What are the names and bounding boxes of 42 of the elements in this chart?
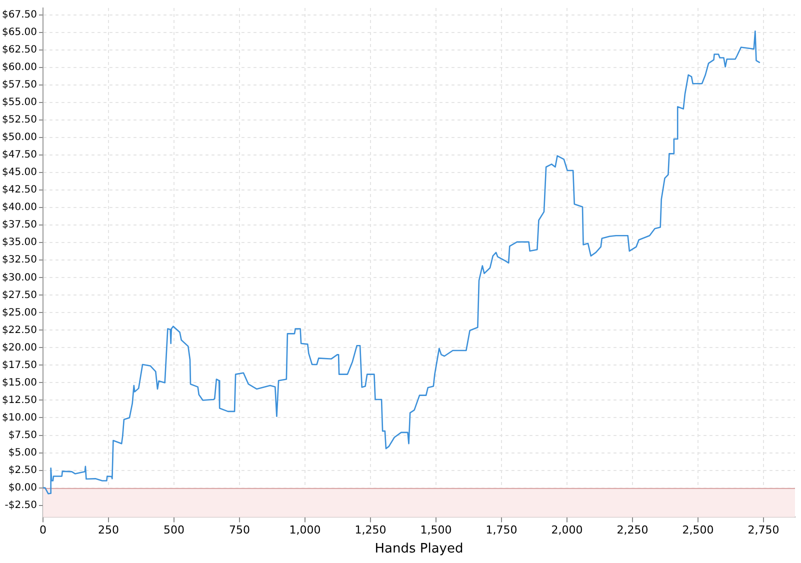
y-tick-label: $57.50 xyxy=(2,80,37,91)
x-tick-label: 2,250 xyxy=(616,524,648,537)
y-tick-label: $42.50 xyxy=(2,184,37,196)
y-tick-label: $50.00 xyxy=(2,132,37,144)
x-tick-label: 1,000 xyxy=(289,524,321,537)
y-tick-label: $10.00 xyxy=(2,412,37,424)
y-tick-label: $32.50 xyxy=(2,254,37,266)
y-tick-label: $25.00 xyxy=(2,307,37,318)
x-tick-label: 250 xyxy=(98,524,119,537)
y-tick-label: $37.50 xyxy=(2,220,37,231)
y-tick-label: $30.00 xyxy=(2,272,37,284)
y-tick-label: $15.00 xyxy=(2,377,37,388)
x-tick-label: 1,750 xyxy=(486,524,518,537)
y-tick-label: $55.00 xyxy=(2,97,37,108)
y-tick-label: $60.00 xyxy=(2,62,37,74)
x-tick-label: 750 xyxy=(229,524,250,537)
x-tick-label: 2,750 xyxy=(748,524,780,537)
y-tick-label: $27.50 xyxy=(2,290,37,301)
y-tick-label: $47.50 xyxy=(2,150,37,161)
y-tick-label: $52.50 xyxy=(2,114,37,126)
x-tick-label: 500 xyxy=(164,524,184,537)
x-axis-title: Hands Played xyxy=(374,542,464,557)
x-tick-label: 0 xyxy=(39,524,46,537)
x-tick-label: 1,250 xyxy=(354,524,386,537)
y-tick-label: $40.00 xyxy=(2,202,37,214)
y-tick-label: $22.50 xyxy=(2,324,37,336)
y-tick-label: $67.50 xyxy=(2,10,37,21)
y-tick-label: $7.50 xyxy=(8,430,37,441)
y-tick-label: $35.00 xyxy=(2,237,37,248)
y-tick-label: $62.50 xyxy=(2,44,37,56)
x-tick-label: 1,500 xyxy=(420,524,452,537)
y-tick-label: $17.50 xyxy=(2,360,37,371)
y-tick-label: $5.00 xyxy=(8,447,37,458)
x-tick-label: 2,000 xyxy=(551,524,583,537)
x-tick-label: 2,500 xyxy=(682,524,714,537)
y-tick-label: $20.00 xyxy=(2,342,37,354)
y-tick-label: $45.00 xyxy=(2,167,37,178)
y-tick-label: $0.00 xyxy=(8,482,37,494)
y-tick-label: $2.50 xyxy=(8,464,37,476)
y-tick-label: $12.50 xyxy=(2,394,37,406)
y-tick-label: $65.00 xyxy=(2,27,37,38)
y-tick-label: -$2.50 xyxy=(4,500,37,511)
